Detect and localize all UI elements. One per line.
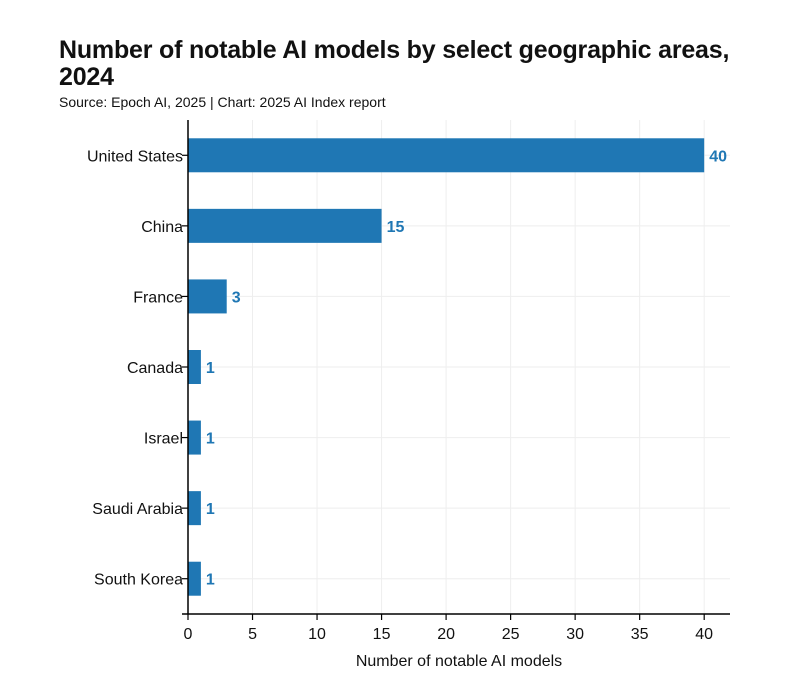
bar xyxy=(188,279,227,314)
bar-value-label: 15 xyxy=(387,219,405,236)
bar-value-label: 1 xyxy=(206,431,215,448)
category-label: United States xyxy=(87,148,183,165)
x-tick-label: 0 xyxy=(184,626,193,643)
category-label: France xyxy=(133,289,183,306)
gridlines xyxy=(187,120,730,614)
x-tick-label: 40 xyxy=(695,626,713,643)
bars xyxy=(188,138,705,596)
category-label: Israel xyxy=(144,431,183,448)
bar-value-label: 40 xyxy=(709,148,727,165)
x-tick-label: 35 xyxy=(631,626,649,643)
x-tick-label: 10 xyxy=(308,626,326,643)
bar-value-label: 1 xyxy=(206,572,215,589)
bar xyxy=(188,561,201,596)
bar xyxy=(188,208,382,243)
x-tick-label: 25 xyxy=(502,626,520,643)
bar xyxy=(188,420,201,455)
chart-title: Number of notable AI models by select ge… xyxy=(59,36,730,91)
category-label: South Korea xyxy=(94,572,183,589)
bar-value-label: 3 xyxy=(232,289,241,306)
bar xyxy=(188,491,201,526)
category-label: Canada xyxy=(127,360,183,377)
x-tick-label: 5 xyxy=(248,626,257,643)
x-axis-title: Number of notable AI models xyxy=(356,653,562,670)
x-tick-label: 20 xyxy=(437,626,455,643)
chart-subtitle: Source: Epoch AI, 2025 | Chart: 2025 AI … xyxy=(59,94,386,110)
bar xyxy=(188,138,705,173)
category-label: China xyxy=(141,219,183,236)
bar-value-label: 1 xyxy=(206,501,215,518)
x-tick-label: 30 xyxy=(566,626,584,643)
x-tick-label: 15 xyxy=(373,626,391,643)
bar xyxy=(188,350,201,384)
axes xyxy=(182,120,730,620)
category-label: Saudi Arabia xyxy=(92,501,183,518)
bar-value-label: 1 xyxy=(206,360,215,377)
